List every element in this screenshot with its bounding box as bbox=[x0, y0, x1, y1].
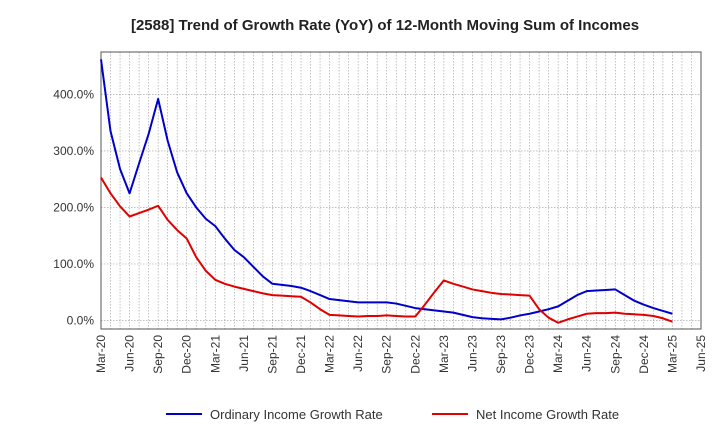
x-tick-label: Mar-21 bbox=[208, 335, 222, 373]
net-income-series-line bbox=[100, 176, 673, 324]
x-tick-label: Sep-23 bbox=[494, 335, 508, 374]
legend-ordinary-income-label: Ordinary Income Growth Rate bbox=[210, 407, 383, 422]
x-tick-label: Mar-22 bbox=[323, 335, 337, 373]
x-tick-label: Dec-22 bbox=[408, 335, 422, 374]
x-tick-label: Dec-20 bbox=[180, 335, 194, 374]
y-tick-label: 0.0% bbox=[67, 314, 95, 328]
plot-frame bbox=[100, 51, 702, 330]
x-tick-label: Dec-24 bbox=[637, 335, 651, 374]
y-tick-label: 100.0% bbox=[53, 257, 94, 271]
ordinary-income-series-line bbox=[100, 59, 673, 321]
x-tick-label: Mar-23 bbox=[437, 335, 451, 373]
x-tick-label: Mar-20 bbox=[94, 335, 108, 373]
grid bbox=[101, 52, 701, 329]
chart-title: [2588] Trend of Growth Rate (YoY) of 12-… bbox=[131, 17, 639, 34]
x-tick-label: Sep-20 bbox=[151, 335, 165, 374]
x-tick-label: Jun-21 bbox=[237, 335, 251, 372]
x-tick-label: Sep-22 bbox=[380, 335, 394, 374]
x-tick-label: Sep-24 bbox=[608, 335, 622, 374]
axes: Mar-20 Jun-20 Sep-20 Dec-20 Mar-21 Jun-21 Sep-… bbox=[53, 51, 708, 374]
x-tick-label: Jun-22 bbox=[351, 335, 365, 372]
x-tick-label: Sep-21 bbox=[265, 335, 279, 374]
x-tick-label: Mar-25 bbox=[665, 335, 679, 373]
x-tick-label: Mar-24 bbox=[551, 335, 565, 373]
legend: Ordinary Income Growth Rate Net Income Gr… bbox=[166, 407, 619, 422]
x-tick-label: Dec-21 bbox=[294, 335, 308, 374]
series-lines bbox=[100, 59, 673, 324]
x-tick-label: Jun-20 bbox=[123, 335, 137, 372]
y-tick-label: 200.0% bbox=[53, 200, 94, 214]
x-tick-label: Jun-24 bbox=[580, 335, 594, 372]
x-tick-label: Jun-25 bbox=[694, 335, 708, 372]
legend-net-income-label: Net Income Growth Rate bbox=[476, 407, 619, 422]
y-tick-label: 300.0% bbox=[53, 144, 94, 158]
x-tick-label: Dec-23 bbox=[523, 335, 537, 374]
x-tick-label: Jun-23 bbox=[465, 335, 479, 372]
y-tick-label: 400.0% bbox=[53, 87, 94, 101]
